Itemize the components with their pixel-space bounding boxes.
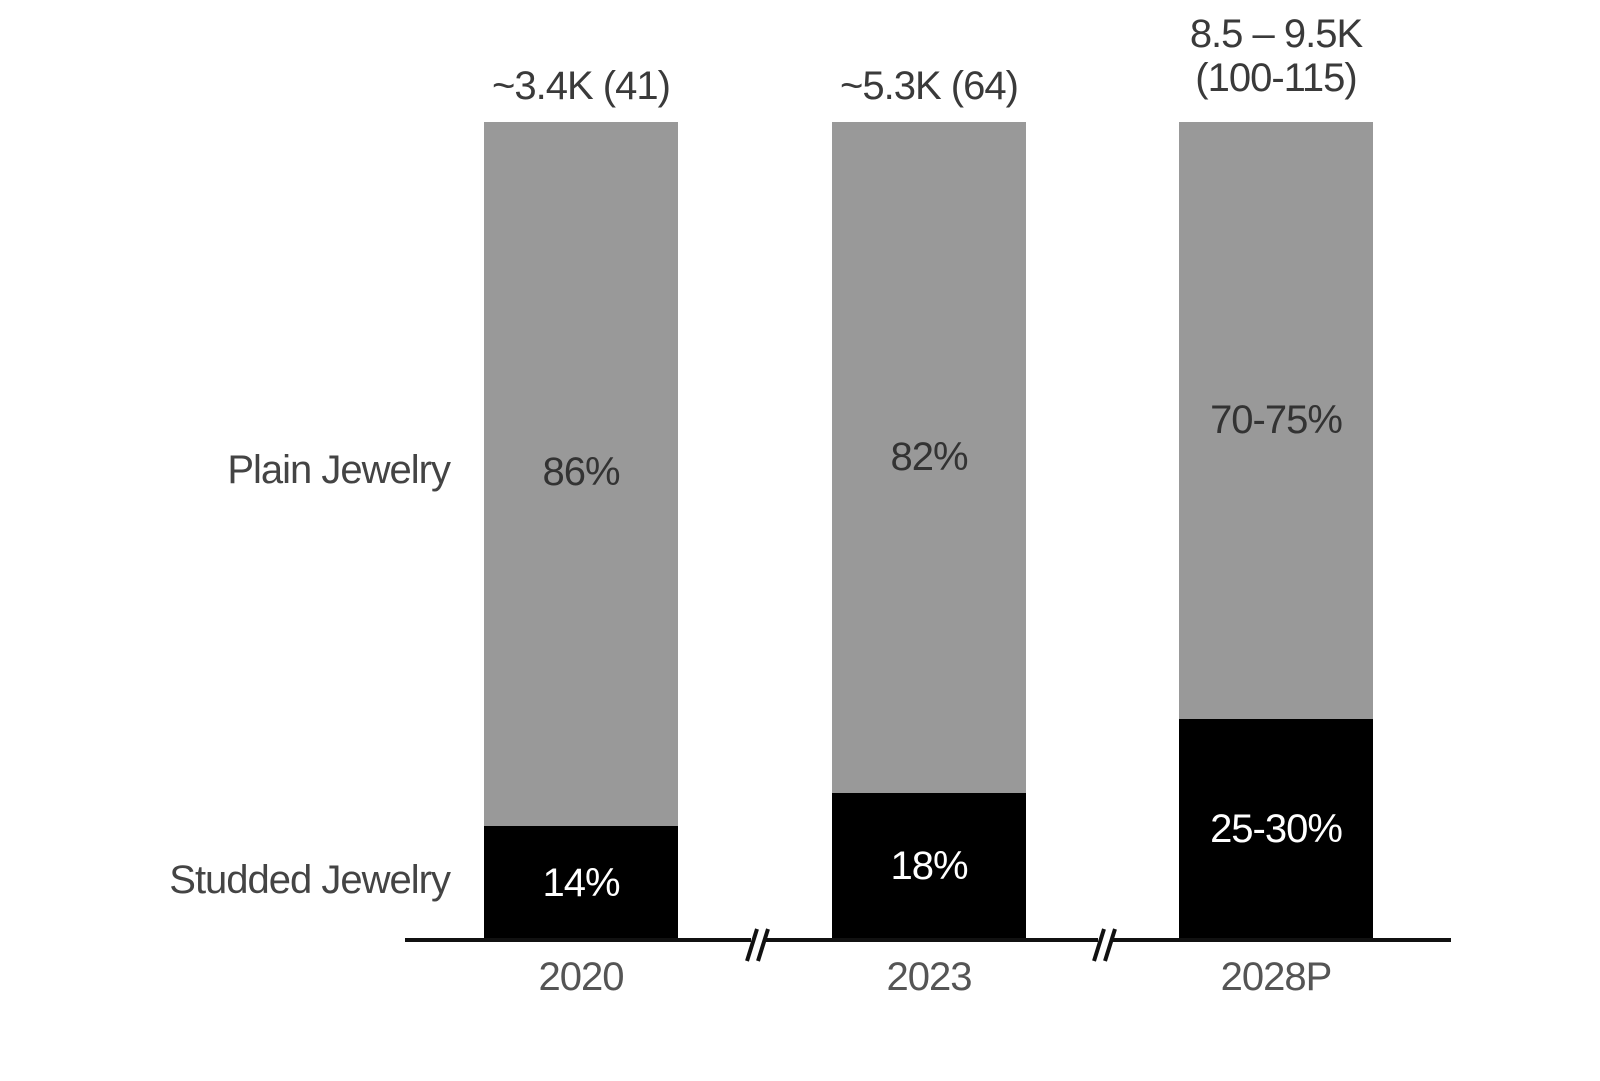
total-label-2028p: 8.5 – 9.5K (100-115)	[1146, 12, 1406, 100]
axis-break-icon	[1089, 925, 1123, 965]
segment-label: 70-75%	[1210, 398, 1343, 442]
bar-2023: 82% 18%	[832, 122, 1026, 940]
total-label-2028p-line1: 8.5 – 9.5K	[1189, 12, 1363, 56]
bar-segment-studded-2028p: 25-30%	[1179, 719, 1373, 940]
x-label-2028p: 2028P	[1220, 955, 1333, 999]
bar-segment-studded-2023: 18%	[832, 793, 1026, 940]
bar-segment-studded-2020: 14%	[484, 826, 678, 940]
bar-2020: 86% 14%	[484, 122, 678, 940]
total-label-2028p-line2: (100-115)	[1195, 56, 1357, 100]
bar-segment-plain-2023: 82%	[832, 122, 1026, 793]
segment-label: 86%	[542, 449, 620, 494]
bar-segment-plain-2028p: 70-75%	[1179, 122, 1373, 719]
axis-break-icon	[742, 925, 776, 965]
total-label-2020: ~3.4K (41)	[492, 64, 671, 108]
segment-label: 18%	[890, 844, 968, 888]
segment-label: 25-30%	[1210, 807, 1343, 851]
bar-2028p: 70-75% 25-30%	[1179, 122, 1373, 940]
total-label-2023: ~5.3K (64)	[840, 64, 1019, 108]
row-label-studded-jewelry: Studded Jewelry	[169, 858, 451, 902]
x-label-2023: 2023	[886, 955, 973, 999]
bar-segment-plain-2020: 86%	[484, 122, 678, 826]
segment-label: 82%	[890, 435, 968, 479]
segment-label: 14%	[542, 860, 620, 905]
x-axis-line	[405, 938, 1451, 942]
x-label-2020: 2020	[538, 955, 625, 999]
row-label-plain-jewelry: Plain Jewelry	[227, 448, 451, 492]
